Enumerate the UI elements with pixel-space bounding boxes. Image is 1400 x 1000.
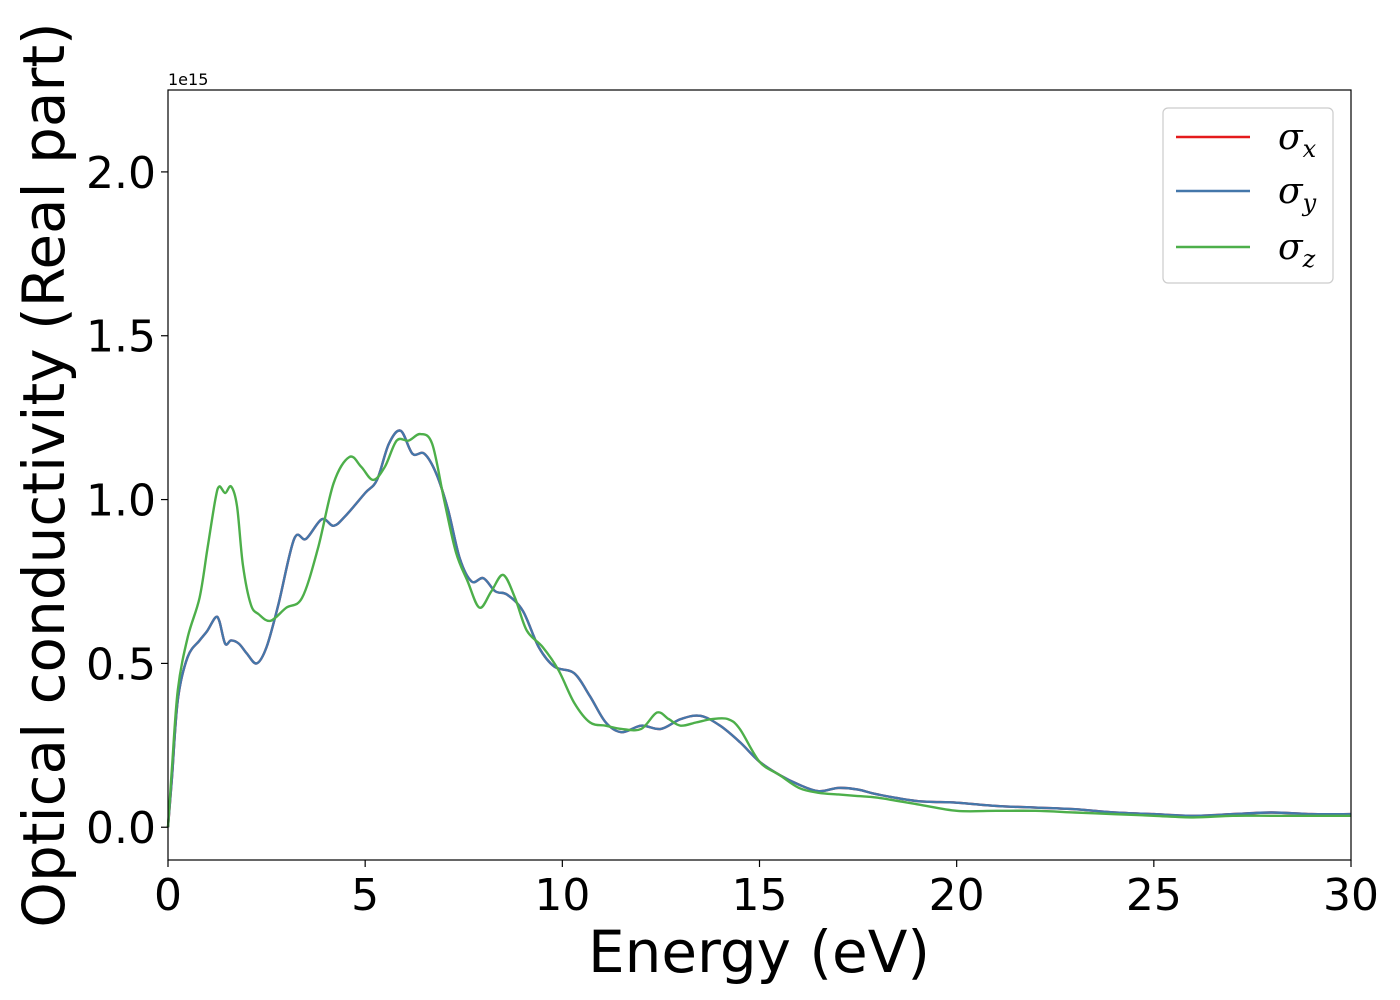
- x-tick-label: 25: [1126, 870, 1182, 921]
- x-axis-label: Energy (eV): [588, 918, 930, 986]
- series-line-y: [166, 429, 1352, 828]
- y-axis: 0.0 0.5 1.0 1.5 2.0: [86, 148, 168, 854]
- legend-box: [1162, 107, 1334, 284]
- series-line-z: [166, 432, 1352, 828]
- y-offset-label: 1e15: [168, 70, 208, 89]
- x-tick-label: 5: [351, 870, 379, 921]
- y-tick-label: 1.0: [86, 476, 156, 527]
- x-tick-label: 30: [1323, 870, 1379, 921]
- y-tick-label: 0.5: [86, 639, 156, 690]
- legend: σx σy σz: [1162, 107, 1334, 284]
- x-tick-label: 15: [732, 870, 788, 921]
- series-line-x: [166, 429, 1352, 828]
- y-axis-label: Optical conductivity (Real part): [10, 22, 78, 927]
- y-tick-label: 1.5: [86, 312, 156, 363]
- x-tick-label: 0: [154, 870, 182, 921]
- x-tick-label: 20: [929, 870, 985, 921]
- series-layer: [166, 429, 1352, 828]
- x-axis: 0 5 10 15 20 25 30: [154, 860, 1379, 921]
- legend-label-x: σx: [1278, 117, 1317, 163]
- legend-label-y: σy: [1278, 171, 1317, 217]
- y-tick-label: 2.0: [86, 148, 156, 199]
- y-tick-label: 0.0: [86, 803, 156, 854]
- x-tick-label: 10: [534, 870, 590, 921]
- legend-label-z: σz: [1278, 227, 1316, 273]
